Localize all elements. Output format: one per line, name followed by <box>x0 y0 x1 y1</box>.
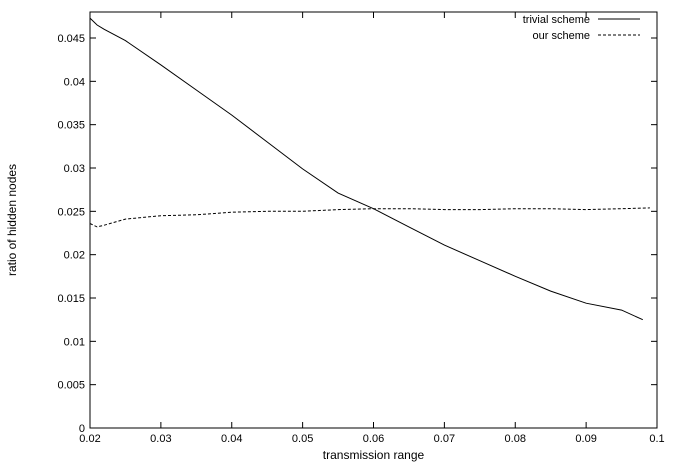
legend-label: our scheme <box>533 30 590 42</box>
y-tick-label: 0.01 <box>64 336 85 348</box>
y-tick-label: 0.045 <box>57 33 85 45</box>
y-tick-label: 0.015 <box>57 293 85 305</box>
y-tick-label: 0.025 <box>57 206 85 218</box>
y-axis-label: ratio of hidden nodes <box>5 164 19 276</box>
y-tick-label: 0.005 <box>57 380 85 392</box>
series-layer <box>89 17 650 321</box>
x-tick-label: 0.05 <box>292 433 313 445</box>
x-tick-label: 0.04 <box>221 433 242 445</box>
x-tick-label: 0.02 <box>79 433 100 445</box>
x-tick-label: 0.07 <box>434 433 455 445</box>
plot-frame <box>89 11 658 429</box>
x-tick-label: 0.06 <box>363 433 384 445</box>
x-tick-label: 0.1 <box>649 433 664 445</box>
x-axis-label: transmission range <box>323 448 425 462</box>
x-tick-label: 0.03 <box>150 433 171 445</box>
x-tick-label: 0.09 <box>575 433 596 445</box>
y-tick-label: 0.04 <box>64 76 85 88</box>
x-axis-ticks: 0.02 0.03 0.04 0.05 0.06 0.07 0.08 0.09 0.1 <box>79 12 665 445</box>
legend: trivial scheme our scheme <box>523 14 640 42</box>
y-tick-label: 0.035 <box>57 120 85 132</box>
y-tick-label: 0.03 <box>64 163 85 175</box>
series-line-2 <box>89 207 650 228</box>
y-axis-ticks: 0 0.005 0.01 0.015 0.02 0.025 0.03 0.035 0.04 0.0… <box>57 33 657 435</box>
series-line-1 <box>89 17 644 321</box>
legend-label: trivial scheme <box>523 14 590 26</box>
y-tick-label: 0.02 <box>64 250 85 262</box>
y-tick-label: 0 <box>79 423 85 435</box>
x-tick-label: 0.08 <box>505 433 526 445</box>
